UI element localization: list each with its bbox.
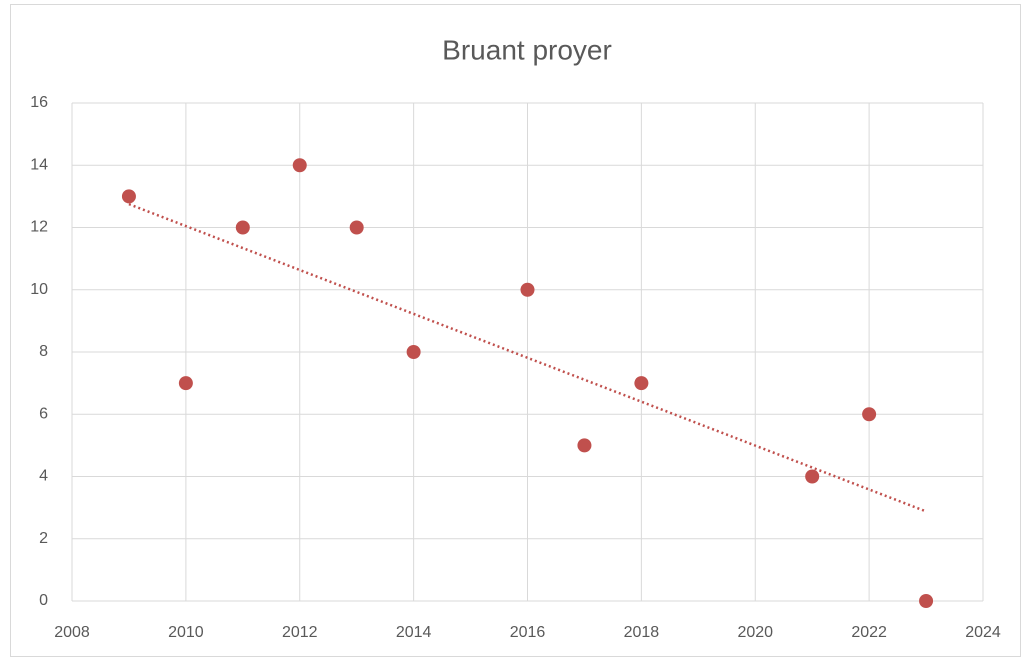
data-point	[919, 594, 934, 608]
y-tick-label: 8	[39, 343, 48, 360]
trendline	[128, 202, 927, 513]
data-point	[292, 158, 307, 173]
y-tick-label: 2	[39, 530, 48, 547]
y-tick-label: 10	[30, 281, 48, 298]
x-tick-label: 2024	[965, 624, 1001, 641]
y-tick-label: 16	[30, 94, 48, 111]
y-tick-label: 12	[30, 219, 48, 236]
data-point	[805, 469, 820, 484]
x-tick-label: 2022	[851, 624, 887, 641]
data-point	[520, 282, 535, 297]
data-point	[577, 438, 592, 453]
data-point	[634, 376, 649, 391]
data-point	[121, 189, 136, 204]
y-tick-label: 6	[39, 405, 48, 422]
x-tick-label: 2018	[624, 624, 660, 641]
x-tick-label: 2016	[510, 624, 546, 641]
x-tick-label: 2020	[737, 624, 773, 641]
x-tick-label: 2010	[168, 624, 204, 641]
data-point	[349, 220, 364, 235]
data-point	[862, 407, 877, 422]
chart-border	[10, 4, 1021, 657]
data-point	[235, 220, 250, 235]
data-point	[178, 376, 193, 391]
y-tick-label: 0	[39, 592, 48, 609]
y-tick-label: 14	[30, 156, 48, 173]
x-tick-label: 2012	[282, 624, 318, 641]
x-tick-label: 2014	[396, 624, 432, 641]
data-point	[406, 345, 421, 359]
x-tick-label: 2008	[54, 624, 90, 641]
y-tick-label: 4	[39, 468, 48, 485]
chart-title: Bruant proyer	[442, 34, 612, 65]
